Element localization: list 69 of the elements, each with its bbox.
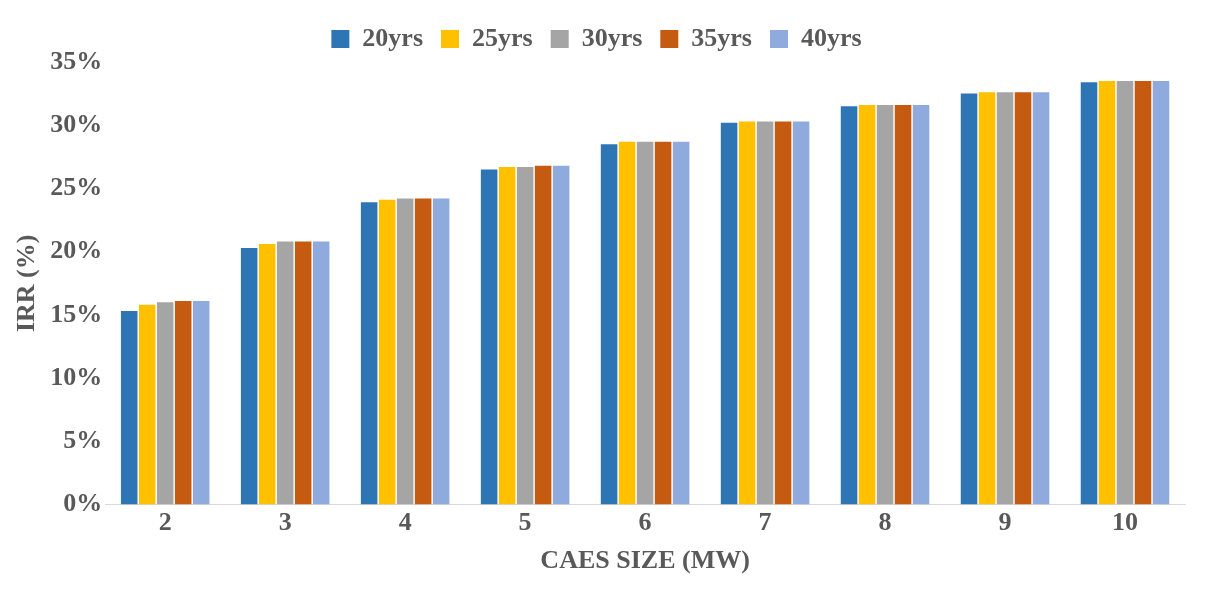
bar (312, 241, 330, 505)
y-tick-label: 0% (63, 488, 103, 518)
bar (240, 247, 258, 505)
bar (654, 141, 672, 505)
bar (876, 105, 894, 505)
bar (360, 202, 378, 505)
bar (1134, 80, 1152, 505)
x-tick-label: 2 (158, 506, 172, 536)
bar (774, 121, 792, 505)
bar (174, 301, 192, 505)
bar (1098, 80, 1116, 505)
bar (738, 121, 756, 505)
bar (792, 121, 810, 505)
x-tick-label: 6 (638, 506, 652, 536)
bar (600, 144, 618, 505)
bar (138, 304, 156, 505)
bar (1116, 80, 1134, 505)
y-tick-label: 15% (50, 298, 103, 328)
y-tick-label: 5% (63, 425, 103, 455)
bar (480, 169, 498, 505)
legend-label: 40yrs (800, 22, 862, 52)
bar (840, 106, 858, 505)
bar (432, 198, 450, 505)
y-tick-label: 10% (50, 361, 103, 391)
bar (192, 301, 210, 505)
bar (618, 141, 636, 505)
bar (960, 93, 978, 505)
bar (978, 92, 996, 505)
bar (498, 166, 516, 505)
bar (636, 141, 654, 505)
bar (294, 241, 312, 505)
bar (1014, 92, 1032, 505)
y-tick-label: 30% (50, 108, 103, 138)
bar (1032, 92, 1050, 505)
bar (258, 244, 276, 505)
y-tick-label: 35% (50, 45, 103, 75)
y-tick-label: 25% (50, 172, 103, 202)
bar (858, 105, 876, 505)
x-tick-label: 8 (878, 506, 892, 536)
legend-label: 35yrs (691, 22, 752, 52)
bar (396, 198, 414, 505)
bar (378, 199, 396, 505)
bar (756, 121, 774, 505)
bar (720, 122, 738, 505)
legend-label: 25yrs (472, 22, 533, 52)
bar (156, 302, 174, 505)
y-axis-title: IRR (%) (11, 234, 41, 333)
x-tick-label: 5 (518, 506, 532, 536)
bar (552, 165, 570, 505)
bar (672, 141, 690, 505)
x-tick-label: 9 (998, 506, 1012, 536)
legend-label: 20yrs (362, 22, 424, 52)
x-tick-label: 3 (278, 506, 292, 536)
bar (996, 92, 1014, 505)
bar (414, 198, 432, 505)
bar (1152, 80, 1170, 505)
legend-label: 30yrs (581, 22, 643, 52)
x-tick-label: 4 (398, 506, 412, 536)
y-tick-label: 20% (50, 235, 103, 265)
x-tick-label: 7 (758, 506, 772, 536)
bar (534, 165, 552, 505)
x-axis-title: CAES SIZE (MW) (540, 545, 750, 575)
bar (1080, 82, 1098, 505)
bar (120, 311, 138, 505)
x-tick-label: 10 (1112, 506, 1139, 536)
bar (894, 105, 912, 505)
bar (912, 105, 930, 505)
bar (276, 241, 294, 505)
bar (516, 166, 534, 505)
